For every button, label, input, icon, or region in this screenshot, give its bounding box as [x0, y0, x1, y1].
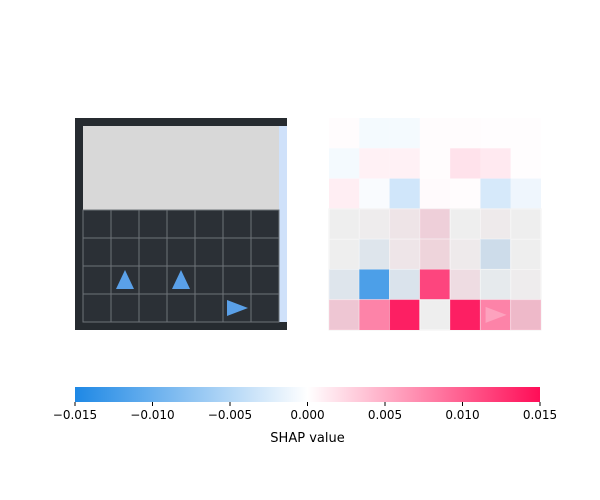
colorbar-tick-label: 0.015: [523, 408, 557, 422]
shap-cell: [359, 148, 390, 179]
shap-cell: [329, 148, 360, 179]
shap-cell: [510, 178, 541, 209]
agent-triangle: [172, 270, 190, 289]
observation-cell: [110, 293, 140, 323]
observation-cell: [250, 209, 280, 239]
observation-cell: [222, 209, 252, 239]
observation-cell: [82, 237, 112, 267]
shap-cell: [389, 239, 420, 270]
shap-cell: [359, 118, 390, 149]
shap-cell: [480, 269, 511, 300]
shap-cell: [450, 208, 481, 240]
shap-cell: [389, 178, 420, 209]
shap-cell: [329, 208, 360, 240]
shap-cell: [510, 239, 541, 270]
shap-cell: [419, 118, 451, 149]
observation-cell: [250, 237, 280, 267]
shap-cell: [389, 269, 420, 300]
colorbar-tick-label: −0.015: [53, 408, 97, 422]
observation-cell: [194, 265, 224, 295]
colorbar-gradient: [75, 387, 540, 402]
colorbar-tick-label: 0.010: [445, 408, 479, 422]
shap-cell: [329, 299, 360, 330]
shap-cell: [359, 299, 390, 330]
shap-cell: [480, 178, 511, 209]
shap-cell: [450, 269, 481, 300]
shap-cell: [359, 269, 390, 300]
observation-cell: [138, 293, 168, 323]
shap-cell: [419, 178, 451, 209]
shap-cell: [359, 208, 390, 240]
colorbar-tick-label: 0.005: [368, 408, 402, 422]
observation-visible-area: [83, 126, 279, 210]
shap-cell: [510, 118, 541, 149]
observation-cell: [82, 209, 112, 239]
shap-cell: [450, 148, 481, 179]
shap-cell: [389, 148, 420, 179]
shap-cell: [329, 239, 360, 270]
observation-cell: [194, 237, 224, 267]
colorbar-label: SHAP value: [270, 431, 344, 446]
shap-cell: [329, 178, 360, 209]
shap-cell: [510, 208, 541, 240]
shap-cell: [450, 118, 481, 149]
observation-cell: [166, 237, 196, 267]
observation-cell: [138, 237, 168, 267]
shap-cell: [419, 269, 451, 300]
shap-cell: [480, 208, 511, 240]
shap-cell: [450, 239, 481, 270]
shap-cell: [510, 269, 541, 300]
shap-cell: [419, 299, 451, 330]
observation-cell: [194, 293, 224, 323]
agent-triangle: [227, 300, 248, 316]
colorbar-tick-label: −0.010: [130, 408, 174, 422]
observation-cell: [166, 293, 196, 323]
shap-cell: [480, 299, 511, 330]
observation-cell: [138, 265, 168, 295]
shap-cell: [480, 148, 511, 179]
shap-cell: [389, 208, 420, 240]
shap-cell: [329, 269, 360, 300]
observation-panel: [75, 118, 287, 330]
observation-edge-strip: [279, 126, 287, 322]
colorbar-tick-label: 0.000: [290, 408, 324, 422]
observation-cell: [166, 209, 196, 239]
shap-cell: [419, 239, 451, 270]
shap-cell: [389, 299, 420, 330]
agent-triangle: [116, 270, 134, 289]
observation-cell: [82, 293, 112, 323]
colorbar-ticks: −0.015 −0.010 −0.005 0.000 0.005 0.010 0.015: [53, 402, 557, 422]
shap-cell: [359, 178, 390, 209]
colorbar-tick-label: −0.005: [208, 408, 252, 422]
shap-cell: [419, 148, 451, 179]
shap-cell: [419, 208, 451, 240]
shap-cell: [450, 178, 481, 209]
shap-cell: [329, 118, 360, 149]
observation-cell: [194, 209, 224, 239]
observation-cell: [82, 265, 112, 295]
observation-cell: [222, 265, 252, 295]
observation-cell: [110, 237, 140, 267]
observation-cell: [222, 237, 252, 267]
colorbar: −0.015 −0.010 −0.005 0.000 0.005 0.010 0.015 S…: [53, 387, 557, 446]
observation-cell: [250, 293, 280, 323]
shap-cell: [510, 148, 541, 179]
observation-cell: [138, 209, 168, 239]
shap-cell: [480, 239, 511, 270]
shap-agent-ghost: [485, 306, 507, 323]
shap-overlay-panel: [328, 118, 542, 331]
shap-cell: [480, 118, 511, 149]
observation-cell: [110, 209, 140, 239]
shap-cell: [450, 299, 481, 330]
shap-cell: [510, 299, 541, 330]
observation-cell: [250, 265, 280, 295]
shap-cell: [359, 239, 390, 270]
shap-cell: [389, 118, 420, 149]
